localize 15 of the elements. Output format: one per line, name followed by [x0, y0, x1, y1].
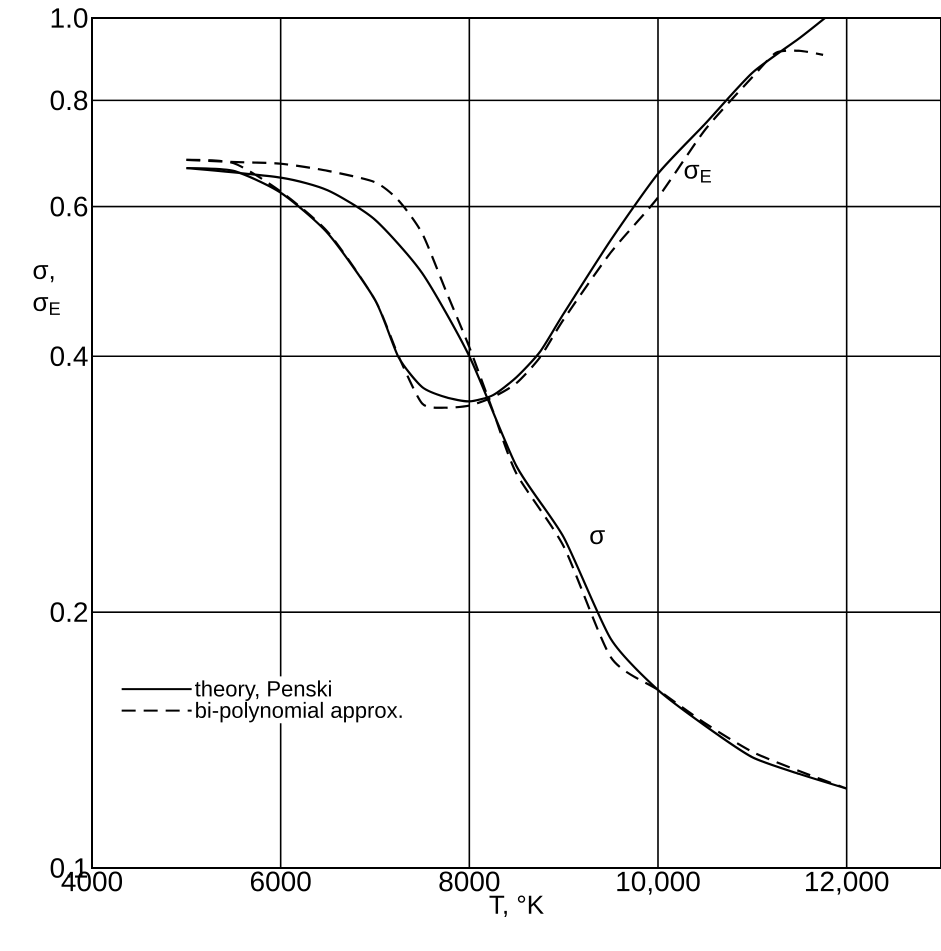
y-axis-title: σ, σ$_{E}$	[34, 265, 60, 315]
y-tick-label: 0.8	[50, 90, 88, 110]
y-tick-label: 1.0	[52, 8, 88, 28]
legend-label: bi-polynomial approx.	[196, 702, 402, 722]
x-axis-title: T, °K	[489, 896, 544, 918]
x-tick-label: 10,000	[617, 872, 700, 895]
annotation: σ$_{E}$	[684, 164, 711, 183]
y-tick-label: 0.4	[50, 346, 88, 366]
y-tick-label: 0.2	[50, 602, 88, 622]
x-tick-label: 6000	[250, 872, 311, 892]
y-tick-label: 0.6	[50, 196, 88, 216]
legend-label: theory, Penski	[194, 680, 331, 701]
x-tick-label: 8000	[439, 872, 500, 892]
annotation: σ	[590, 530, 605, 544]
x-tick-label: 12,000	[806, 872, 888, 895]
